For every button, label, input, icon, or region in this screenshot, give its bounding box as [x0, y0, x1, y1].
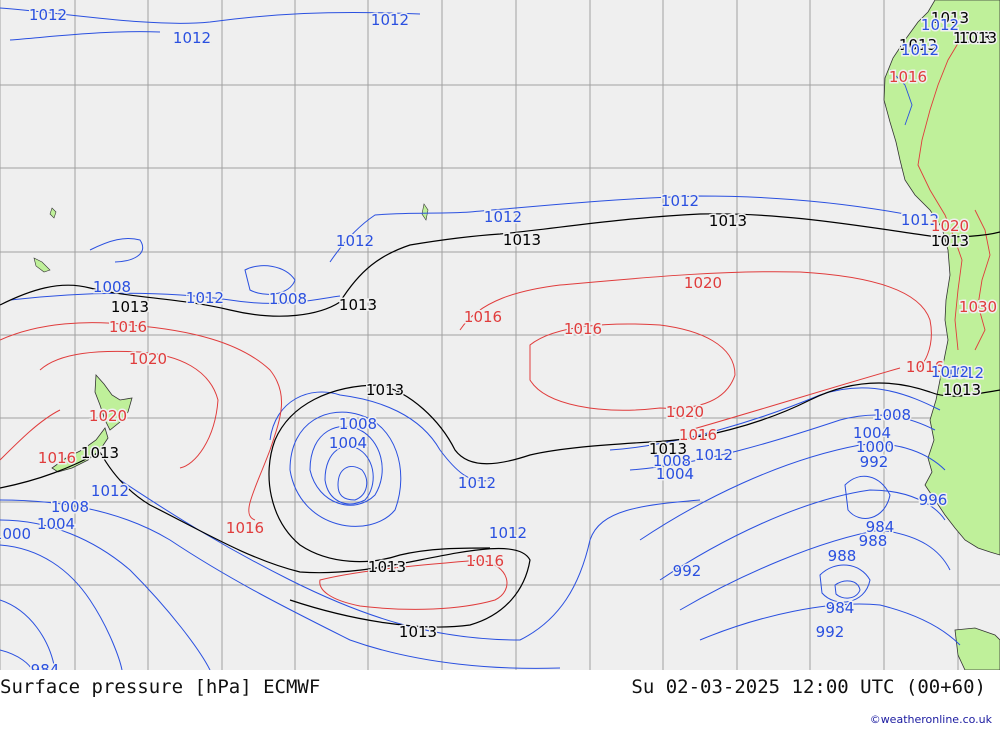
- map-title: Surface pressure [hPa] ECMWF: [0, 676, 321, 698]
- isobar-label: 1008: [269, 290, 307, 308]
- isobar-label: 1012: [661, 192, 699, 210]
- isobar-label: 1008: [339, 415, 377, 433]
- map-valid-time: Su 02-03-2025 12:00 UTC (00+60): [631, 676, 986, 698]
- isobar-label: 1004: [37, 515, 75, 533]
- isobar-label: 1012: [371, 11, 409, 29]
- isobar-label: 1020: [666, 403, 704, 421]
- isobar-label: 1004: [853, 424, 891, 442]
- source-credit: ©weatheronline.co.uk: [869, 713, 992, 726]
- isobar-label: 1012: [921, 16, 959, 34]
- isobar-label: 1008: [93, 278, 131, 296]
- isobar-label: 1012: [695, 446, 733, 464]
- isobar-label: 1012: [489, 524, 527, 542]
- isobar-label: 1000: [0, 525, 31, 543]
- isobar-label: 988: [828, 547, 857, 565]
- isobar-label: 1013: [943, 381, 981, 399]
- isobar-label: 1016: [889, 68, 927, 86]
- isobar-label: 984: [866, 518, 895, 536]
- isobar-label: 1020: [684, 274, 722, 292]
- isobar-label: 1012: [931, 363, 969, 381]
- isobar-label: 1012: [186, 289, 224, 307]
- isobar-label: 1016: [226, 519, 264, 537]
- isobar-label: 1012: [901, 211, 939, 229]
- isobar-label: 992: [673, 562, 702, 580]
- isobar-label: 1013: [709, 212, 747, 230]
- isobar-label: 1016: [38, 449, 76, 467]
- isobar-label: 1013: [339, 296, 377, 314]
- isobar-label: 1013: [953, 29, 991, 47]
- isobars-1013: [0, 213, 1000, 628]
- isobar-label: 1012: [91, 482, 129, 500]
- isobar-label: 1016: [564, 320, 602, 338]
- isobar-label: 1016: [109, 318, 147, 336]
- isobar-label: 1013: [81, 444, 119, 462]
- isobar-label: 1008: [653, 452, 691, 470]
- graticule: [0, 0, 1000, 670]
- isobar-label: 1004: [656, 465, 694, 483]
- new-zealand-landmass: [51, 374, 133, 473]
- pacific-islands: [33, 203, 429, 273]
- isobar-label: 1008: [873, 406, 911, 424]
- isobar-label: 1012: [173, 29, 211, 47]
- isobar-label: 984: [31, 661, 60, 670]
- isobar-label: 1013: [399, 623, 437, 641]
- isobar-label: 1020: [89, 407, 127, 425]
- isobar-label: 1012: [901, 41, 939, 59]
- isobar-label: 1013: [111, 298, 149, 316]
- isobar-label: 1016: [466, 552, 504, 570]
- isobar-label: 1012: [946, 364, 984, 382]
- isobar-label: 1013: [959, 29, 997, 47]
- isobar-label: 1013: [649, 440, 687, 458]
- isobar-label: 1013: [366, 381, 404, 399]
- isobar-label: 1004: [329, 434, 367, 452]
- isobar-label: 1016: [679, 426, 717, 444]
- isobar-label: 996: [919, 491, 948, 509]
- isobar-label: 1016: [906, 358, 944, 376]
- isobar-label: 984: [826, 599, 855, 617]
- isobar-label: 1030: [959, 298, 997, 316]
- south-america-landmass: [883, 0, 1000, 670]
- isobar-label: 992: [816, 623, 845, 641]
- isobar-label: 1016: [464, 308, 502, 326]
- isobar-label: 1012: [336, 232, 374, 250]
- isobar-label: 1013: [931, 232, 969, 250]
- isobar-label: 1020: [129, 350, 167, 368]
- isobars-high: [0, 271, 932, 610]
- isobar-label: 1012: [484, 208, 522, 226]
- isobar-label: 988: [859, 532, 888, 550]
- isobars-low: [0, 7, 961, 670]
- isobar-label: 1013: [503, 231, 541, 249]
- isobar-label: 1020: [931, 217, 969, 235]
- isobar-label: 1013: [368, 558, 406, 576]
- isobar-label: 1008: [51, 498, 89, 516]
- isobar-label: 1000: [856, 438, 894, 456]
- isobar-label: 1013: [899, 36, 937, 54]
- isobar-label: 1012: [458, 474, 496, 492]
- isobar-label: 992: [860, 453, 889, 471]
- isobar-label: 1013: [931, 9, 969, 27]
- isobar-label: 1012: [29, 6, 67, 24]
